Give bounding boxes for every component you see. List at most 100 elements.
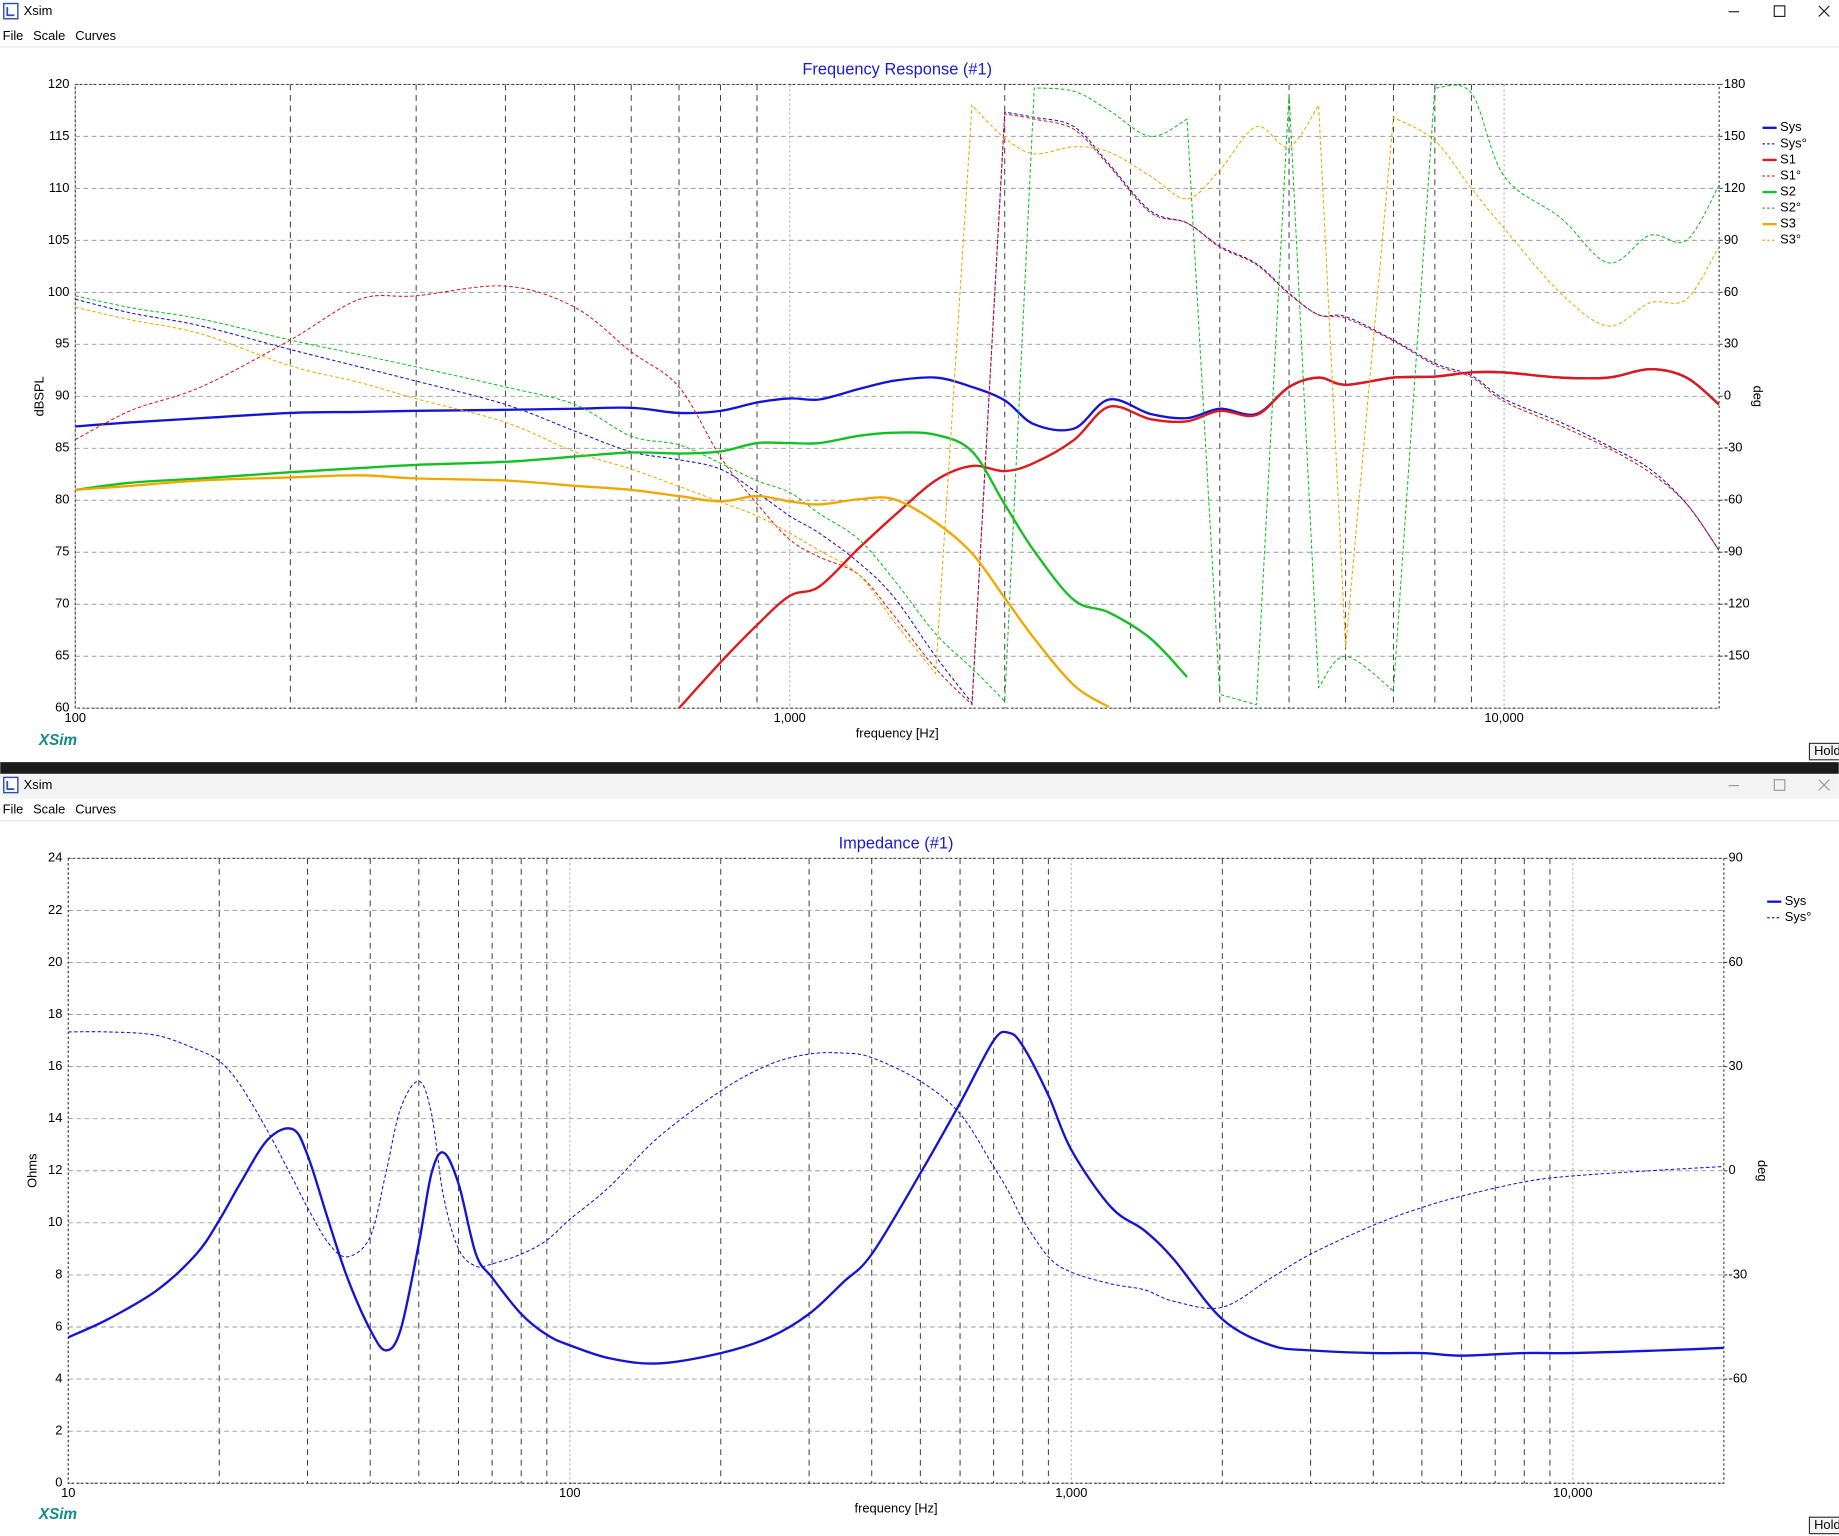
- maximize-button[interactable]: [1773, 779, 1786, 791]
- series-line: [68, 1030, 1724, 1365]
- series-line: [75, 84, 1720, 706]
- y2-tick-label: 60: [1729, 954, 1743, 969]
- menu-item[interactable]: Curves: [75, 802, 116, 817]
- y-tick-label: 14: [48, 1110, 62, 1125]
- plot-frame: [74, 83, 1720, 709]
- y-tick-label: 2: [55, 1423, 62, 1438]
- legend-label: Sys: [1780, 119, 1801, 134]
- menu-bar: [0, 798, 1839, 821]
- app-icon-mark: [6, 7, 15, 17]
- y2-tick-label: -30: [1724, 440, 1743, 455]
- y-axis-label: dBSPL: [32, 376, 47, 416]
- y-tick-label: 115: [49, 128, 70, 143]
- x-tick-label: 1,000: [774, 710, 806, 725]
- y-tick-label: 4: [55, 1370, 62, 1385]
- y-tick-label: 100: [48, 284, 69, 299]
- y-tick-label: 0: [55, 1475, 62, 1490]
- y-tick-label: 90: [55, 388, 69, 403]
- app-icon: [3, 2, 19, 20]
- menu-item[interactable]: Scale: [33, 28, 65, 43]
- y2-tick-label: -60: [1724, 492, 1743, 507]
- x-tick-label: 100: [559, 1485, 580, 1500]
- y2-tick-label: 0: [1724, 388, 1731, 403]
- y2-tick-label: -120: [1724, 596, 1750, 611]
- window-separator: [0, 762, 1839, 774]
- y-tick-label: 105: [48, 232, 69, 247]
- y-tick-label: 75: [55, 544, 69, 559]
- close-button[interactable]: [1818, 5, 1830, 17]
- y2-tick-label: -90: [1724, 544, 1743, 559]
- legend-label: Sys°: [1785, 909, 1812, 924]
- close-button[interactable]: [1818, 779, 1830, 791]
- legend-label: S3°: [1780, 232, 1801, 247]
- curves: [68, 1030, 1724, 1365]
- y-tick-label: 20: [48, 954, 62, 969]
- x-tick-label: 10,000: [1553, 1485, 1592, 1500]
- y-tick-label: 6: [55, 1318, 62, 1333]
- legend-label: Sys°: [1780, 135, 1807, 150]
- x-tick-label: 10,000: [1484, 710, 1523, 725]
- y2-tick-label: 60: [1724, 284, 1738, 299]
- y2-axis-label: deg: [1750, 386, 1765, 407]
- y-tick-label: 60: [55, 700, 69, 715]
- y-tick-label: 85: [55, 440, 69, 455]
- window-title: Xsim: [24, 3, 53, 18]
- y-tick-label: 16: [48, 1058, 62, 1073]
- y-tick-label: 120: [48, 76, 69, 91]
- y2-tick-label: 120: [1724, 180, 1745, 195]
- title-bar: [0, 773, 1839, 799]
- x-tick-label: 1,000: [1055, 1485, 1087, 1500]
- hold-button-label[interactable]: Hold: [1814, 1517, 1839, 1532]
- maximize-button[interactable]: [1773, 5, 1786, 18]
- legend-label: S1: [1780, 151, 1796, 166]
- y2-tick-label: 180: [1724, 76, 1745, 91]
- curves: [75, 84, 1720, 709]
- x-tick-label: 10: [61, 1485, 75, 1500]
- series-line: [678, 368, 1720, 709]
- y2-axis-label: deg: [1755, 1160, 1770, 1181]
- y2-tick-label: 30: [1729, 1058, 1743, 1073]
- y-tick-label: 22: [48, 902, 62, 917]
- chart-title: Impedance (#1): [839, 835, 954, 853]
- legend-label: S2°: [1780, 200, 1801, 215]
- menu-item[interactable]: File: [3, 802, 24, 817]
- title-bar: [0, 0, 1839, 25]
- legend-label: S2: [1780, 183, 1796, 198]
- menu-item[interactable]: Curves: [75, 28, 116, 43]
- y-tick-label: 12: [48, 1162, 62, 1177]
- hold-button-label[interactable]: Hold: [1814, 743, 1839, 758]
- y-axis-label: Ohms: [24, 1154, 39, 1188]
- chart-title: Frequency Response (#1): [802, 61, 992, 79]
- y-tick-label: 110: [49, 180, 70, 195]
- hold-button[interactable]: [1808, 1516, 1839, 1535]
- series-line: [75, 103, 1720, 675]
- y2-tick-label: 90: [1729, 850, 1743, 865]
- menu-item[interactable]: Scale: [33, 802, 65, 817]
- y-tick-label: 8: [55, 1266, 62, 1281]
- y2-tick-label: -30: [1729, 1266, 1748, 1281]
- y2-tick-label: 90: [1724, 232, 1738, 247]
- y2-tick-label: 30: [1724, 336, 1738, 351]
- y2-tick-label: 150: [1724, 128, 1745, 143]
- window-title: Xsim: [24, 777, 53, 792]
- legend-label: S1°: [1780, 167, 1801, 182]
- legend-label: S3: [1780, 216, 1796, 231]
- plot-frame: [67, 857, 1725, 1484]
- app-icon-mark: [6, 780, 15, 790]
- y-tick-label: 18: [48, 1006, 62, 1021]
- x-axis-label: frequency [Hz]: [855, 1500, 938, 1515]
- series-line: [75, 431, 1188, 678]
- series-line: [75, 113, 1720, 706]
- menu-item[interactable]: File: [3, 28, 24, 43]
- hold-button[interactable]: [1808, 742, 1839, 761]
- menu-bar: [0, 24, 1839, 47]
- y2-tick-label: 0: [1729, 1162, 1736, 1177]
- logo: XSim: [38, 732, 77, 749]
- series-line: [68, 1031, 1724, 1309]
- legend-label: Sys: [1785, 893, 1806, 908]
- series-line: [75, 111, 1720, 705]
- x-tick-label: 100: [65, 710, 86, 725]
- app-icon: [3, 776, 19, 794]
